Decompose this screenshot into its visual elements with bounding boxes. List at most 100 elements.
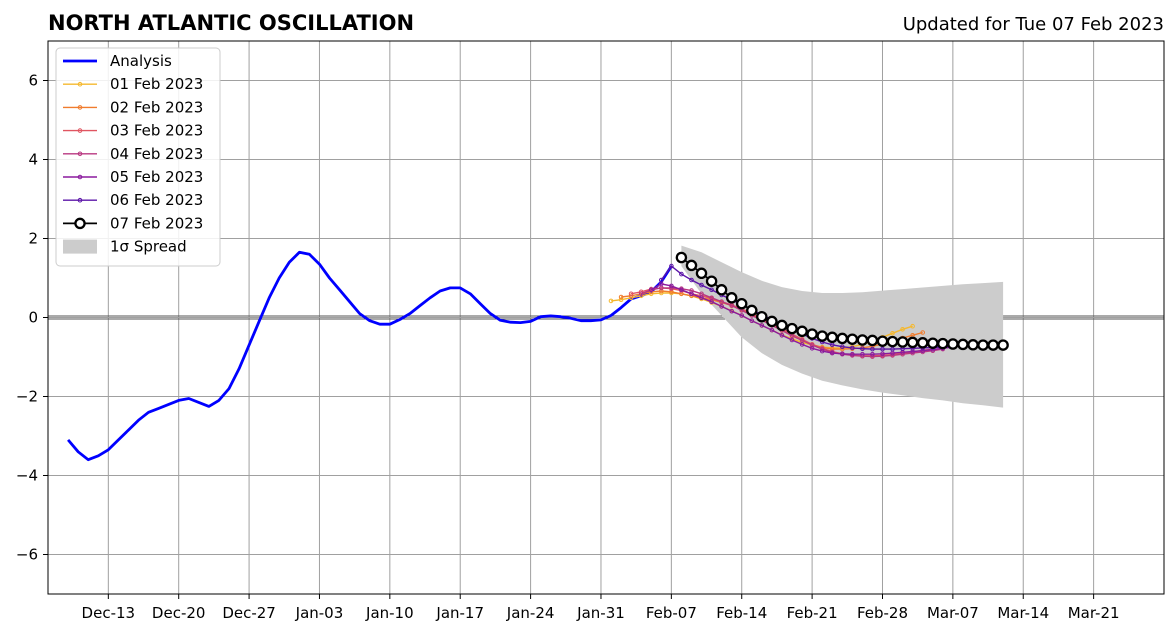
current-forecast-point: [896, 336, 909, 348]
forecast-point: [860, 346, 865, 352]
x-tick-label: Dec-13: [82, 604, 136, 622]
legend-label: 02 Feb 2023: [110, 98, 203, 116]
forecast-point: [628, 291, 634, 297]
legend-entry: 01 Feb 2023: [63, 75, 203, 93]
legend-label: 07 Feb 2023: [110, 214, 203, 232]
x-tick-label: Jan-03: [295, 604, 344, 622]
forecast-point: [850, 351, 855, 357]
current-forecast-point: [997, 339, 1009, 351]
forecast-point: [870, 351, 875, 357]
forecast-point: [860, 351, 865, 357]
legend-box: [55, 47, 221, 267]
forecast-point: [880, 351, 885, 357]
current-forecast-point: [796, 325, 808, 338]
forecast-point: [689, 291, 694, 297]
legend-swatch-marker: [77, 81, 83, 87]
current-forecast-point: [776, 319, 788, 332]
legend-label: 06 Feb 2023: [110, 191, 203, 209]
legend-entry: Analysis: [63, 52, 172, 70]
x-tick-label: Jan-10: [365, 604, 414, 622]
legend-label: 04 Feb 2023: [110, 145, 203, 163]
legend-entry: 07 Feb 2023: [63, 214, 203, 232]
legend-swatch-marker: [77, 128, 83, 133]
forecast-point: [669, 263, 674, 269]
y-tick-label: 6: [28, 72, 38, 90]
x-tick-label: Dec-27: [222, 604, 276, 622]
current-forecast-point: [947, 338, 959, 350]
legend-swatch-marker: [77, 197, 83, 203]
forecast-point: [689, 277, 694, 283]
forecast-point: [638, 291, 644, 297]
forecast-point: [709, 299, 714, 305]
current-forecast-point: [816, 330, 828, 342]
forecast-point: [819, 348, 825, 354]
legend-label: 1σ Spread: [110, 238, 187, 256]
forecast-line: [650, 283, 953, 355]
current-forecast-point: [766, 315, 778, 328]
forecast-point: [920, 330, 926, 335]
forecast-point: [699, 295, 704, 301]
current-forecast-point: [786, 322, 798, 335]
forecast-point: [799, 342, 805, 347]
current-forecast-point: [856, 334, 869, 346]
y-tick-label: −2: [16, 388, 38, 406]
current-forecast-point: [725, 292, 738, 304]
current-forecast-point: [756, 310, 768, 323]
current-forecast-point: [836, 332, 849, 345]
legend-swatch-marker: [77, 105, 83, 110]
y-tick-label: 4: [28, 151, 38, 169]
current-forecast-point: [695, 267, 708, 280]
legend-label: 03 Feb 2023: [110, 122, 203, 140]
forecast-point: [870, 346, 875, 352]
current-forecast-point: [675, 251, 688, 264]
current-forecast-point: [957, 338, 969, 351]
forecast-point: [669, 283, 674, 289]
forecast-point: [850, 345, 855, 351]
forecast-point: [719, 304, 724, 309]
x-tick-label: Feb-21: [787, 604, 838, 622]
forecast-point: [618, 294, 624, 300]
current-forecast-point: [987, 339, 999, 351]
x-tick-label: Dec-20: [152, 604, 206, 622]
forecast-point: [880, 346, 885, 352]
current-forecast-point: [735, 297, 748, 310]
forecast-point: [628, 293, 634, 299]
x-tick-label: Jan-17: [435, 604, 484, 622]
legend-entry: 02 Feb 2023: [63, 98, 203, 116]
chart-subtitle: Updated for Tue 07 Feb 2023: [903, 14, 1164, 35]
series-layer: [67, 250, 1009, 462]
legend-entry: 06 Feb 2023: [63, 191, 203, 209]
current-forecast-point: [715, 284, 728, 296]
current-forecast-point: [846, 333, 859, 345]
forecast-point: [840, 344, 845, 350]
current-forecast-point: [906, 336, 919, 349]
forecast-series: [648, 281, 956, 357]
legend-swatch-marker: [77, 174, 83, 180]
y-tick-label: 2: [28, 230, 38, 248]
x-tick-label: Feb-14: [716, 604, 767, 622]
legend-swatch-marker: [77, 151, 83, 157]
legend-entry: 1σ Spread: [63, 238, 187, 256]
current-forecast-point: [806, 328, 818, 340]
x-tick-label: Feb-07: [646, 604, 697, 622]
x-tick-label: Mar-14: [997, 604, 1049, 622]
current-forecast-point: [826, 331, 838, 344]
current-forecast-point: [746, 304, 758, 317]
legend-entry: 05 Feb 2023: [63, 168, 203, 186]
forecast-point: [900, 327, 905, 332]
legend-entry: 03 Feb 2023: [63, 122, 203, 140]
x-tick-label: Jan-31: [576, 604, 625, 622]
forecast-point: [779, 333, 785, 338]
forecast-point: [910, 323, 915, 329]
legend-swatch-marker: [74, 217, 86, 230]
forecast-point: [920, 348, 926, 354]
forecast-point: [769, 327, 775, 333]
current-forecast-point: [886, 335, 899, 348]
x-tick-label: Mar-21: [1068, 604, 1120, 622]
forecast-point: [890, 331, 895, 336]
y-axis: −6 −4 −2 0 2 4 6: [16, 72, 48, 564]
legend-label: 05 Feb 2023: [110, 168, 203, 186]
x-axis: Dec-13 Dec-20 Dec-27 Jan-03 Jan-10 Jan-17 Jan-…: [82, 594, 1120, 622]
forecast-point: [749, 318, 755, 324]
x-tick-label: Feb-28: [857, 604, 908, 622]
